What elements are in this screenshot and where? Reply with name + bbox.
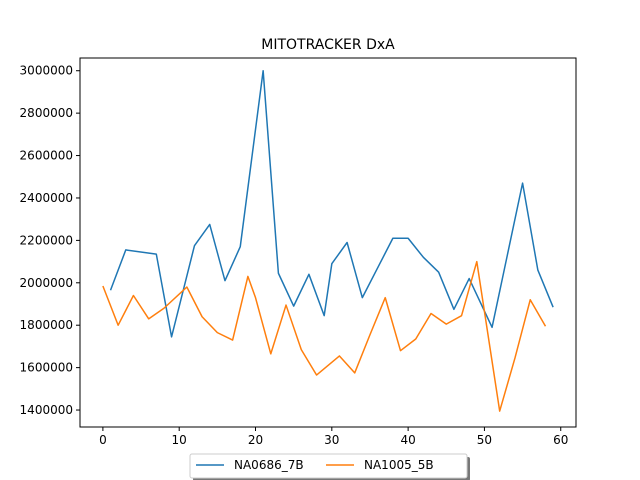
plot-area-frame (79, 57, 577, 428)
x-axis: 0 10 20 30 40 50 60 (99, 427, 568, 447)
y-tick-label: 1600000 (20, 361, 73, 375)
y-tick-label: 2800000 (20, 106, 73, 120)
y-tick-label: 1800000 (20, 318, 73, 332)
series-layer (102, 69, 554, 412)
x-tick-label: 10 (172, 433, 187, 447)
legend-box (189, 453, 468, 479)
series-line-2 (102, 260, 547, 412)
chart-title: MITOTRACKER DxA (261, 37, 395, 53)
x-tick-label: 50 (477, 433, 492, 447)
y-tick-label: 2400000 (20, 191, 73, 205)
y-axis: 1400000 1600000 1800000 2000000 2200000 24000… (20, 64, 80, 417)
y-tick-label: 2600000 (20, 149, 73, 163)
y-tick-label: 2200000 (20, 233, 73, 247)
legend-label-1: NA0686_7B (234, 458, 304, 472)
x-tick-label: 30 (324, 433, 339, 447)
x-tick-label: 40 (400, 433, 415, 447)
y-tick-label: 3000000 (20, 64, 73, 78)
x-tick-label: 0 (99, 433, 107, 447)
legend: NA0686_7B NA1005_5B (189, 453, 470, 480)
legend-label-2: NA1005_5B (364, 458, 434, 472)
series-line-1 (109, 69, 554, 338)
x-tick-label: 60 (553, 433, 568, 447)
y-tick-label: 1400000 (20, 403, 73, 417)
x-tick-label: 20 (248, 433, 263, 447)
y-tick-label: 2000000 (20, 276, 73, 290)
